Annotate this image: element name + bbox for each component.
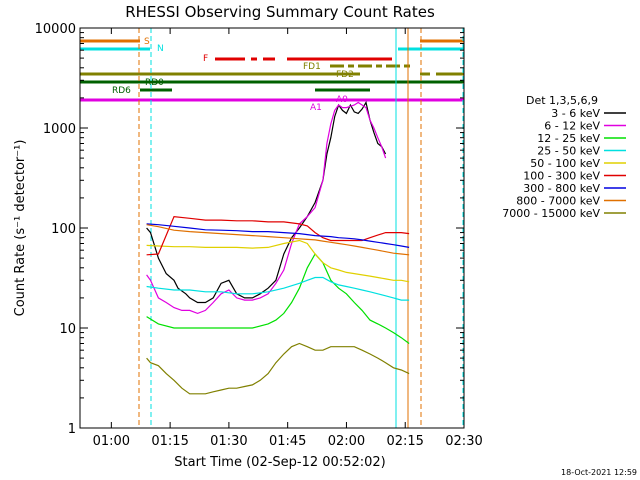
series-line-7: [146, 223, 410, 248]
legend-label: 6 - 12 keV: [544, 120, 600, 133]
flag-label-rd0: RD0: [145, 78, 164, 88]
flag-label-fd2: FD2: [336, 70, 354, 80]
x-axis-label: Start Time (02-Sep-12 00:52:02): [174, 455, 385, 470]
x-tick-label: 01:00: [93, 434, 130, 449]
flag-label-rd6: RD6: [112, 86, 131, 96]
flag-label-a0: A0: [336, 95, 348, 105]
y-tick-label: 10000: [35, 22, 76, 37]
plot-frame: [79, 27, 465, 429]
y-tick-label: 10: [59, 322, 76, 337]
y-tick-label: 1000: [43, 122, 76, 137]
series-line-6: [146, 215, 410, 256]
flag-label-s: S: [144, 37, 150, 47]
series-line-5: [146, 239, 410, 283]
legend-label: 800 - 7000 keV: [516, 195, 600, 208]
legend-title: Det 1,3,5,6,9: [526, 94, 598, 107]
legend-label: 100 - 300 keV: [523, 170, 600, 183]
series-line-4: [146, 276, 410, 301]
series-line-9: [146, 342, 410, 395]
legend-label: 3 - 6 keV: [551, 107, 600, 120]
y-axis-label: Count Rate (s⁻¹ detector⁻¹): [13, 140, 28, 317]
chart-title: RHESSI Observing Summary Count Rates: [125, 3, 435, 21]
legend-label: 25 - 50 keV: [537, 145, 600, 158]
x-tick-label: 02:00: [328, 434, 365, 449]
x-tick-label: 01:30: [210, 434, 247, 449]
legend-label: 7000 - 15000 keV: [502, 207, 600, 220]
flag-bars: S N F FD1 FD2 RD0 RD6 A1 A0: [80, 37, 464, 113]
axis-ticks: 01:00 01:15 01:30 01:45 02:00 02:15 02:30 1 10 10…: [35, 22, 483, 449]
flag-label-f: F: [203, 54, 208, 64]
y-tick-label: 100: [51, 222, 76, 237]
x-tick-label: 02:15: [386, 434, 423, 449]
legend-label: 50 - 100 keV: [530, 157, 600, 170]
legend-label: 12 - 25 keV: [537, 132, 600, 145]
legend-label: 300 - 800 keV: [523, 182, 600, 195]
flag-label-n: N: [157, 44, 164, 54]
y-tick-label: 1: [68, 422, 76, 437]
flag-label-a1: A1: [310, 103, 322, 113]
x-tick-label: 02:30: [445, 434, 482, 449]
flag-label-fd1: FD1: [303, 62, 321, 72]
x-tick-label: 01:15: [151, 434, 188, 449]
series-line-8: [146, 224, 410, 256]
series-group: [146, 100, 410, 395]
x-tick-label: 01:45: [269, 434, 306, 449]
footer-date: 18-Oct-2021 12:59: [561, 468, 637, 477]
series-line-3: [146, 252, 410, 344]
